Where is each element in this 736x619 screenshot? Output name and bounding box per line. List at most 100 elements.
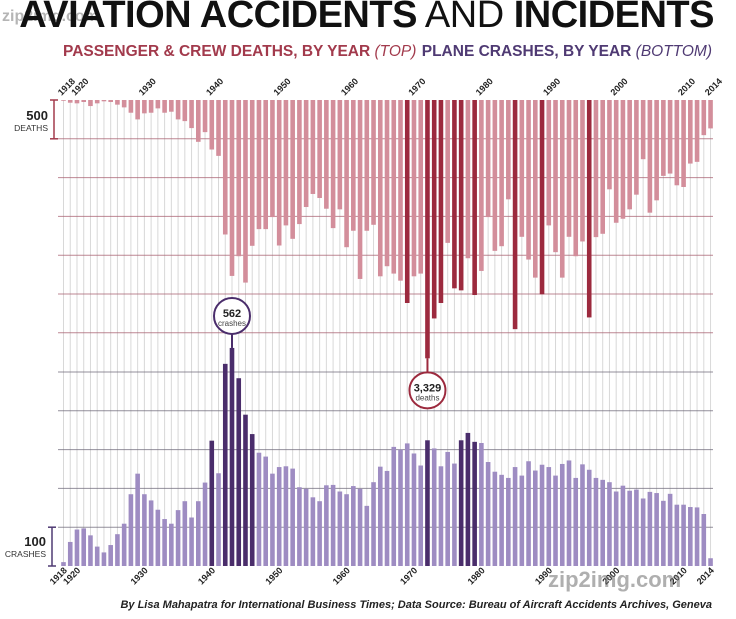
crashes-bar-highlight [425, 440, 430, 566]
deaths-bar [654, 100, 659, 201]
deaths-bar [607, 100, 612, 190]
deaths-bar [243, 100, 248, 283]
deaths-bar [559, 100, 565, 278]
crashes-bar [452, 463, 457, 566]
deaths-bar [506, 100, 511, 200]
deaths-bar [411, 100, 417, 277]
deaths-bar [384, 100, 390, 267]
crashes-bar [202, 482, 208, 566]
crashes-bar [216, 473, 221, 566]
crashes-bar [418, 465, 424, 566]
crashes-bar [155, 509, 161, 566]
crashes-bar [634, 489, 639, 566]
bottom-tick-label: 1940 [196, 565, 217, 586]
deaths-bar [364, 100, 370, 231]
top-tick-label: 1930 [137, 76, 158, 97]
deaths-bar-highlight [512, 100, 518, 330]
crashes-scale-bracket [48, 526, 56, 567]
crashes-bar [169, 523, 174, 566]
deaths-bar [465, 100, 471, 259]
crashes-bar [573, 477, 579, 566]
crashes-bar [580, 464, 585, 566]
deaths-bar [688, 100, 693, 164]
deaths-bar [667, 100, 673, 174]
deaths-bar [681, 100, 686, 187]
crashes-bar [404, 443, 410, 566]
deaths-bar [391, 100, 397, 274]
crashes-bar [647, 491, 653, 566]
crashes-bar [108, 545, 113, 566]
deaths-bar [566, 100, 572, 237]
crashes-bar [310, 497, 316, 566]
crashes-bar [324, 485, 329, 566]
crashes-bar [128, 494, 134, 566]
crashes-bar [586, 469, 592, 566]
crashes-bar [74, 529, 80, 566]
crashes-bar [640, 498, 646, 566]
crashes-bar [371, 482, 376, 566]
bottom-tick-label: 1950 [263, 565, 284, 586]
watermark-bottom: zip2img.com [548, 567, 682, 592]
deaths-bar [499, 100, 504, 247]
deaths-bar [74, 100, 80, 104]
crashes-bar [189, 517, 194, 566]
deaths-bar [620, 100, 626, 219]
deaths-bar [209, 100, 215, 150]
crashes-bar [674, 504, 680, 566]
crashes-bar [519, 475, 525, 566]
crashes-bar-highlight [222, 363, 228, 566]
deaths-bar [222, 100, 228, 235]
deaths-bar [708, 100, 713, 129]
top-tick-label: 1990 [541, 76, 562, 97]
crashes-bar [553, 475, 558, 566]
deaths-bar-highlight [425, 100, 430, 359]
deaths-bar [189, 100, 194, 129]
subtitle-crashes-note: (BOTTOM) [635, 43, 712, 60]
crashes-bar [620, 485, 626, 566]
crashes-bar [546, 467, 552, 566]
crashes-bar [344, 494, 349, 566]
deaths-bar-highlight [431, 100, 437, 319]
crashes-bar [661, 500, 666, 566]
bottom-tick-label: 1930 [129, 565, 150, 586]
deaths-bar-highlight [539, 100, 545, 295]
deaths-bar [216, 100, 221, 156]
crashes-bar [175, 510, 181, 566]
deaths-bar [492, 100, 498, 251]
bottom-tick-label: 2014 [695, 565, 716, 586]
crashes-bar [600, 479, 605, 566]
deaths-bar [61, 100, 66, 101]
deaths-bar [175, 100, 181, 120]
deaths-bar [108, 100, 113, 103]
deaths-bar [526, 100, 531, 260]
subtitle-deaths-note: (TOP) [374, 43, 417, 60]
crashes-bar [135, 473, 140, 566]
deaths-bar [371, 100, 376, 225]
deaths-bar [580, 100, 585, 242]
crashes-bar [283, 466, 289, 566]
deaths-scale-value: 500 [26, 108, 48, 123]
deaths-bar [303, 100, 309, 208]
deaths-bar [317, 100, 322, 199]
callout-max-crashes: 562 crashes [213, 296, 251, 348]
crashes-bar [411, 453, 417, 566]
crashes-bar [256, 452, 262, 566]
crashes-bar [182, 501, 188, 566]
deaths-bar [613, 100, 619, 223]
watermark-top: zip2img.com [2, 8, 99, 25]
crashes-bar-highlight [229, 347, 235, 566]
crashes-bar [681, 504, 686, 566]
crashes-bar [88, 535, 93, 566]
crashes-bar-highlight [243, 414, 248, 566]
crashes-bar [196, 501, 201, 566]
deaths-bar [337, 100, 343, 210]
deaths-bar [634, 100, 639, 195]
deaths-bar [81, 100, 87, 103]
title-part-3: INCIDENTS [513, 0, 715, 36]
crashes-bar [81, 528, 87, 566]
page-title: AVIATION ACCIDENTS AND INCIDENTS [0, 0, 736, 37]
deaths-bar [67, 100, 73, 103]
crashes-bar [297, 487, 302, 566]
